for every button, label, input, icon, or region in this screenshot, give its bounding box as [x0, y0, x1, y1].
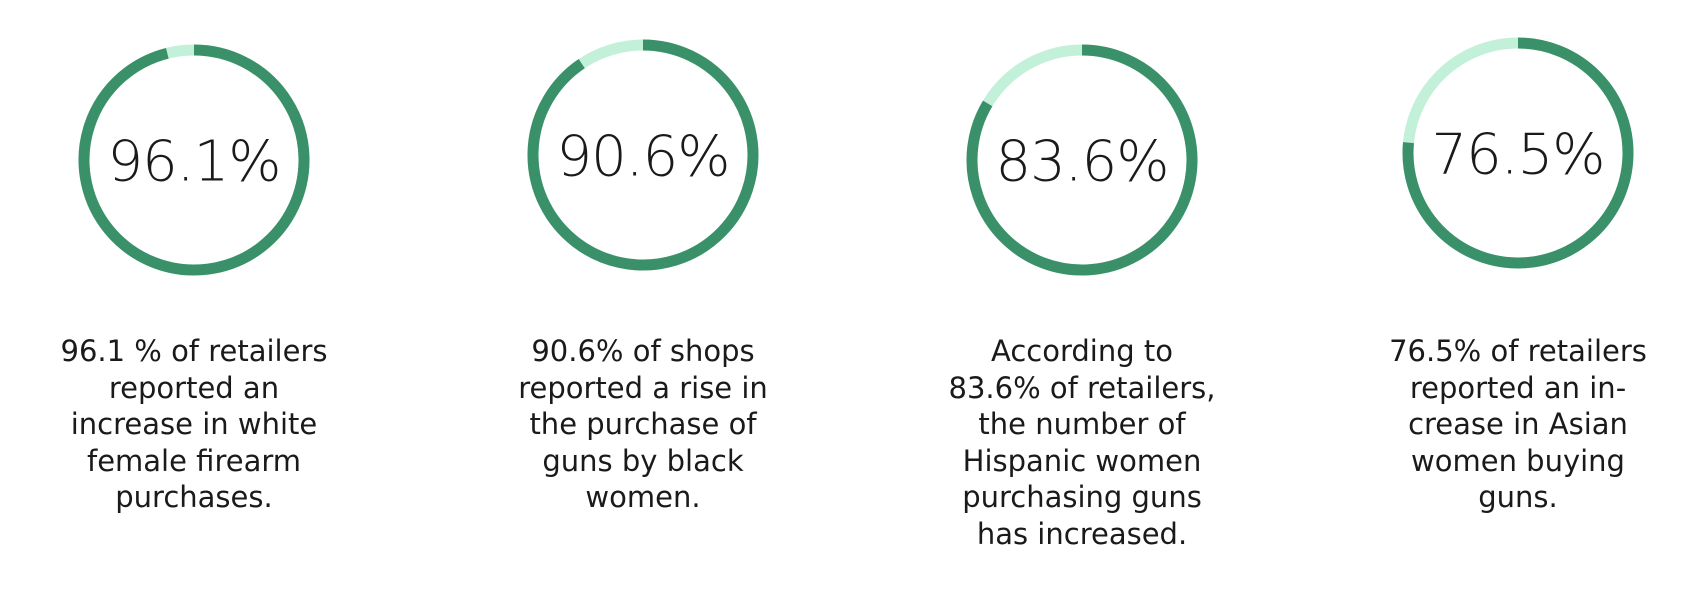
caption-line: reported an in-	[1409, 370, 1627, 405]
ring-value	[966, 44, 1198, 276]
donut-chart-3: 83.6%	[966, 44, 1198, 276]
caption-line: reported an	[108, 370, 280, 405]
caption-line: 83.6% of retailers,	[948, 370, 1216, 405]
ring-value	[78, 44, 310, 276]
caption-line: 76.5% of retailers	[1389, 334, 1647, 368]
ring-value-label: 96.1%	[108, 130, 281, 195]
ring-value	[527, 39, 759, 271]
donut-chart-1: 96.1%	[78, 44, 310, 276]
caption-line: guns by black	[542, 443, 744, 478]
caption-line: the purchase of	[529, 407, 757, 441]
caption-line: reported a rise in	[518, 370, 768, 405]
caption-line: purchasing guns	[962, 480, 1202, 514]
caption-line: increase in white	[70, 407, 318, 441]
donut-chart-2: 90.6%	[527, 39, 759, 271]
caption-line: 96.1 % of retailers	[60, 334, 328, 368]
caption-line: purchases.	[115, 480, 273, 514]
ring-value-label: 90.6%	[557, 125, 730, 190]
caption-line: women buying	[1411, 443, 1625, 478]
stat-1: 96.1% 96.1 % of retailers reported an in…	[0, 0, 407, 603]
stat-2: 90.6% 90.6% of shops reported a rise in …	[430, 0, 856, 603]
caption-line: crease in Asian	[1408, 407, 1628, 441]
ring-value	[1402, 37, 1634, 269]
caption-line: Hispanic women	[962, 443, 1202, 478]
caption-line: has increased.	[976, 516, 1188, 551]
caption-line: women.	[585, 480, 701, 514]
caption: 76.5% of retailers reported an in- creas…	[1373, 333, 1663, 516]
stat-4: 76.5% 76.5% of retailers reported an in-…	[1305, 0, 1707, 603]
donut-chart-4: 76.5%	[1402, 37, 1634, 269]
stat-3: 83.6% According to 83.6% of retailers, t…	[869, 0, 1295, 603]
caption-line: According to	[991, 334, 1173, 368]
caption-line: 90.6% of shops	[531, 334, 755, 368]
caption: 96.1 % of retailers reported an increase…	[49, 333, 339, 516]
caption: 90.6% of shops reported a rise in the pu…	[498, 333, 788, 516]
caption-line: the number of	[978, 407, 1186, 441]
ring-value-label: 76.5%	[1432, 123, 1605, 188]
caption: According to 83.6% of retailers, the num…	[937, 333, 1227, 552]
caption-line: guns.	[1478, 480, 1558, 514]
ring-value-label: 83.6%	[996, 130, 1169, 195]
caption-line: female firearm	[86, 443, 302, 478]
